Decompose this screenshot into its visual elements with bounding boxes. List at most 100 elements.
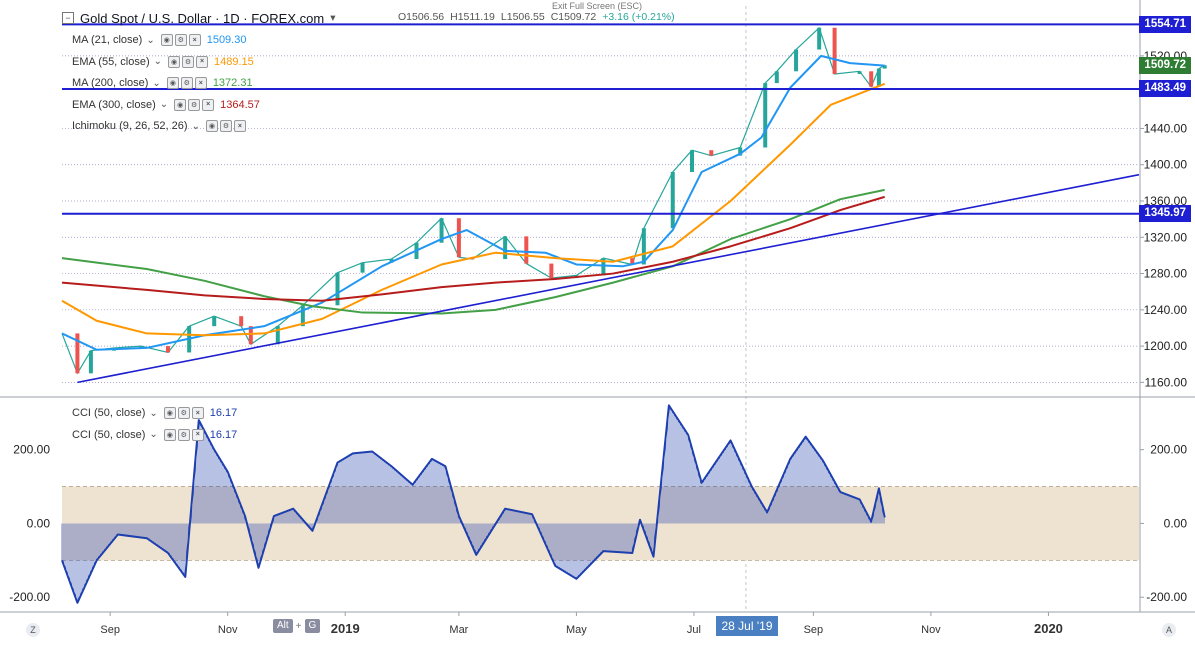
time-tick-label: Sep <box>804 624 824 636</box>
legend-label: CCI (50, close) <box>72 429 145 441</box>
price-tick-label: 1160.00 <box>1145 375 1188 389</box>
gear-icon[interactable]: ⚙ <box>188 99 200 111</box>
chevron-down-icon[interactable]: ⌄ <box>146 35 154 46</box>
price-candle <box>457 218 461 257</box>
close-icon[interactable]: × <box>192 407 204 419</box>
close-icon[interactable]: × <box>202 99 214 111</box>
legend-button-group: ◉⚙× <box>161 34 201 46</box>
legend-label: EMA (55, close) <box>72 56 150 68</box>
price-candle <box>833 28 837 74</box>
legend-button-group: ◉⚙× <box>167 77 207 89</box>
price-candle <box>869 71 873 86</box>
eye-icon[interactable]: ◉ <box>161 34 173 46</box>
time-tick-label: Nov <box>218 624 238 636</box>
price-tick-label: 1520.00 <box>1144 49 1188 63</box>
price-candle <box>709 150 713 155</box>
eye-icon[interactable]: ◉ <box>164 407 176 419</box>
price-candle <box>690 150 694 172</box>
eye-icon[interactable]: ◉ <box>168 56 180 68</box>
legend-button-group: ◉⚙× <box>164 429 204 441</box>
time-tick-label: May <box>566 624 587 636</box>
close-icon[interactable]: × <box>234 120 246 132</box>
close-icon[interactable]: × <box>195 77 207 89</box>
eye-icon[interactable]: ◉ <box>174 99 186 111</box>
cci-band-layer <box>62 487 1139 561</box>
price-candle <box>763 83 767 147</box>
gear-icon[interactable]: ⚙ <box>181 77 193 89</box>
price-candle <box>212 316 216 326</box>
price-candle <box>794 50 798 72</box>
price-candle <box>503 236 507 259</box>
eye-icon[interactable]: ◉ <box>167 77 179 89</box>
chevron-down-icon[interactable]: ⌄ <box>192 121 200 132</box>
legend-label: EMA (300, close) <box>72 99 156 111</box>
legend-value: 1489.15 <box>214 56 254 68</box>
time-tick-label: Mar <box>449 624 468 636</box>
price-candle <box>89 351 93 374</box>
cci-left-tick-label: 200.00 <box>13 443 50 457</box>
close-icon[interactable]: × <box>196 56 208 68</box>
cci-band <box>62 487 1139 561</box>
price-candle <box>775 71 779 83</box>
price-candle <box>239 316 243 326</box>
legend-row[interactable]: Ichimoku (9, 26, 52, 26) ⌄ ◉⚙× <box>72 118 246 134</box>
gear-icon[interactable]: ⚙ <box>178 407 190 419</box>
price-tick-label: 1400.00 <box>1144 158 1188 172</box>
legend-label: CCI (50, close) <box>72 407 145 419</box>
time-tick-label: Jul <box>687 624 701 636</box>
price-candle <box>361 263 365 273</box>
legend-label: MA (200, close) <box>72 77 148 89</box>
eye-icon[interactable]: ◉ <box>164 429 176 441</box>
price-tick-label: 1320.00 <box>1144 230 1188 244</box>
chevron-down-icon[interactable]: ⌄ <box>160 99 168 110</box>
legend-value: 16.17 <box>210 407 238 419</box>
chevron-down-icon[interactable]: ⌄ <box>154 56 162 67</box>
gear-icon[interactable]: ⚙ <box>182 56 194 68</box>
price-tick-label: 1200.00 <box>1144 339 1188 353</box>
legend-label: Ichimoku (9, 26, 52, 26) <box>72 120 188 132</box>
legend-row[interactable]: CCI (50, close) ⌄ ◉⚙× 16.17 <box>72 427 237 443</box>
legend-label: MA (21, close) <box>72 34 142 46</box>
legend-button-group: ◉⚙× <box>206 120 246 132</box>
gear-icon[interactable]: ⚙ <box>220 120 232 132</box>
close-icon[interactable]: × <box>189 34 201 46</box>
legend-button-group: ◉⚙× <box>164 407 204 419</box>
cci-left-tick-label: -200.00 <box>9 590 50 604</box>
chevron-down-icon[interactable]: ⌄ <box>152 78 160 89</box>
price-candle <box>549 264 553 279</box>
cci-tick-label: -200.00 <box>1146 590 1187 604</box>
cci-tick-label: 200.00 <box>1150 443 1187 457</box>
legend-row[interactable]: EMA (300, close) ⌄ ◉⚙× 1364.57 <box>72 97 260 113</box>
price-candle <box>524 236 528 263</box>
chevron-down-icon[interactable]: ⌄ <box>149 429 157 440</box>
legend-value: 1364.57 <box>220 99 260 111</box>
legend-row[interactable]: MA (200, close) ⌄ ◉⚙× 1372.31 <box>72 75 253 91</box>
price-candle <box>671 172 675 228</box>
price-tick-label: 1280.00 <box>1144 267 1188 281</box>
price-candle <box>336 273 340 306</box>
price-tick-label: 1360.00 <box>1144 194 1188 208</box>
legend-row[interactable]: CCI (50, close) ⌄ ◉⚙× 16.17 <box>72 405 237 421</box>
legend-button-group: ◉⚙× <box>174 99 214 111</box>
close-icon[interactable]: × <box>192 429 204 441</box>
time-tick-label: 2020 <box>1034 621 1063 636</box>
cci-tick-label: 0.00 <box>1164 516 1188 530</box>
price-tick-label: 1240.00 <box>1144 303 1188 317</box>
legend-value: 16.17 <box>210 429 238 441</box>
time-tick-label: 2019 <box>331 621 360 636</box>
gear-icon[interactable]: ⚙ <box>175 34 187 46</box>
chevron-down-icon[interactable]: ⌄ <box>149 408 157 419</box>
eye-icon[interactable]: ◉ <box>206 120 218 132</box>
legend-value: 1509.30 <box>207 34 247 46</box>
price-candle <box>877 69 881 87</box>
price-candle <box>817 28 821 50</box>
legend-value: 1372.31 <box>213 77 253 89</box>
price-tick-label: 1440.00 <box>1144 121 1188 135</box>
price-candle <box>858 71 862 74</box>
legend-row[interactable]: MA (21, close) ⌄ ◉⚙× 1509.30 <box>72 32 246 48</box>
gear-icon[interactable]: ⚙ <box>178 429 190 441</box>
legend-button-group: ◉⚙× <box>168 56 208 68</box>
legend-row[interactable]: EMA (55, close) ⌄ ◉⚙× 1489.15 <box>72 54 254 70</box>
price-candle <box>166 346 170 352</box>
